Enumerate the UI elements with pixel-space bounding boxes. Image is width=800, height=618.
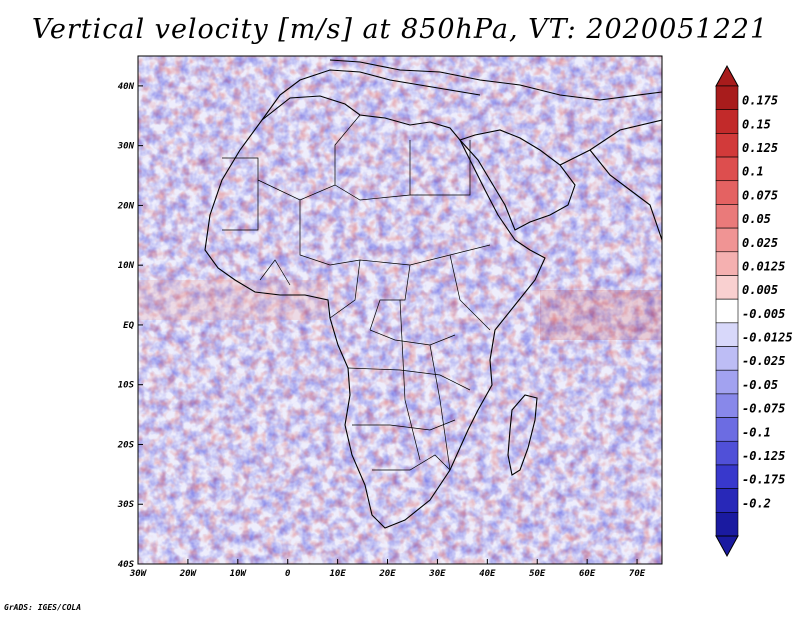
colorbar-label: -0.025 bbox=[742, 354, 785, 368]
colorbar-swatch bbox=[715, 251, 739, 276]
colorbar-label: -0.1 bbox=[742, 425, 771, 439]
colorbar-top-arrow bbox=[715, 64, 739, 87]
colorbar-label: -0.0125 bbox=[742, 331, 793, 345]
colorbar-swatch bbox=[715, 393, 739, 418]
colorbar-label: 0.125 bbox=[742, 141, 778, 155]
lat-tick-labels: 40N 30N 20N 10N EQ 10S 20S 30S 40S bbox=[117, 82, 143, 570]
colorbar-swatch bbox=[715, 369, 739, 395]
colorbar-label: -0.005 bbox=[742, 307, 785, 321]
lon-tick-label: 20W bbox=[179, 569, 198, 579]
lon-tick-label: 60E bbox=[579, 569, 596, 579]
colorbar-label: 0.025 bbox=[742, 236, 778, 250]
colorbar-label: 0.075 bbox=[742, 188, 778, 202]
colorbar-swatch bbox=[715, 133, 739, 158]
colorbar-swatch bbox=[715, 275, 739, 300]
lon-tick-label: 20E bbox=[378, 569, 396, 579]
lon-tick-label: 50E bbox=[529, 569, 546, 579]
colorbar-bottom-arrow bbox=[715, 535, 739, 558]
colorbar-swatch bbox=[715, 227, 739, 253]
colorbar-label: 0.05 bbox=[742, 212, 771, 226]
lon-tick-label: 10E bbox=[329, 569, 346, 579]
lon-tick-label: 70E bbox=[629, 569, 646, 579]
colorbar-label: -0.125 bbox=[742, 449, 785, 463]
colorbar-swatch bbox=[715, 156, 739, 182]
colorbar-swatch bbox=[715, 346, 739, 371]
colorbar-swatch bbox=[715, 109, 739, 134]
lat-tick-label: 10S bbox=[118, 381, 135, 391]
lat-tick-label: 20N bbox=[117, 201, 135, 211]
colorbar-label: 0.1 bbox=[742, 165, 764, 179]
lon-tick-labels: 30W 20W 10W 0 10E 20E 30E 40E 50E 60E 70E bbox=[129, 559, 646, 579]
colorbar-label: 0.005 bbox=[742, 283, 778, 297]
lat-tick-label: 20S bbox=[117, 440, 135, 450]
colorbar-swatch bbox=[715, 204, 739, 229]
colorbar-swatch bbox=[715, 512, 739, 537]
colorbar-swatch bbox=[715, 322, 739, 347]
lon-tick-label: 30E bbox=[428, 569, 446, 579]
velocity-field bbox=[138, 56, 662, 564]
lat-tick-label: 40N bbox=[118, 82, 135, 92]
colorbar-label: -0.075 bbox=[742, 402, 785, 416]
coastlines bbox=[204, 59, 662, 529]
lat-tick-label: 30N bbox=[117, 142, 135, 152]
colorbar-swatch bbox=[715, 298, 739, 324]
colorbar-swatch bbox=[715, 180, 739, 205]
lat-tick-label: 30S bbox=[117, 500, 135, 510]
colorbar-label: -0.2 bbox=[742, 496, 771, 510]
lon-tick-label: 0 bbox=[285, 569, 291, 579]
colorbar-label: 0.15 bbox=[742, 117, 771, 131]
lon-tick-label: 30W bbox=[129, 569, 148, 579]
lon-tick-label: 10W bbox=[230, 569, 248, 579]
colorbar-swatch bbox=[715, 417, 739, 442]
colorbar-label: 0.175 bbox=[742, 94, 778, 108]
colorbar-label: -0.05 bbox=[742, 378, 778, 392]
lat-tick-label: 40S bbox=[118, 560, 135, 570]
colorbar-swatch bbox=[715, 488, 739, 513]
credit-text: GrADS: IGES/COLA bbox=[4, 603, 82, 612]
plot-frame bbox=[137, 55, 663, 565]
colorbar-label: 0.0125 bbox=[742, 259, 785, 273]
lat-tick-label: EQ bbox=[123, 321, 134, 331]
colorbar-label: -0.175 bbox=[742, 473, 785, 487]
lat-tick-label: 10N bbox=[118, 261, 135, 271]
country-borders bbox=[222, 114, 491, 471]
colorbar-swatch bbox=[715, 85, 739, 110]
lon-tick-label: 40E bbox=[479, 569, 496, 579]
colorbar-swatch bbox=[715, 440, 739, 466]
colorbar-swatch bbox=[715, 464, 739, 489]
chart-title: Vertical velocity [m/s] at 850hPa, VT: 2… bbox=[31, 14, 769, 45]
